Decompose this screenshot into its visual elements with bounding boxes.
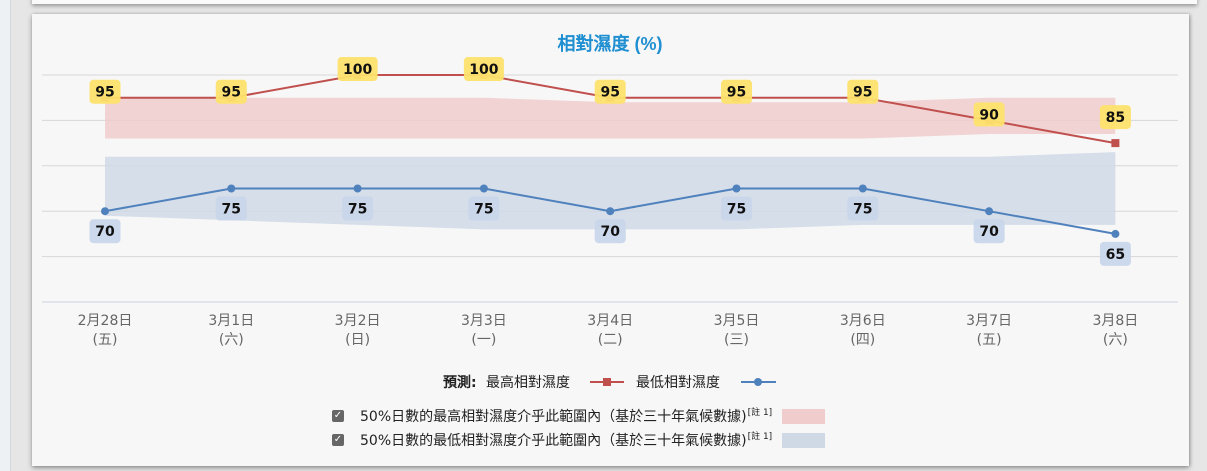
legend-band-min-row[interactable]: ✓ 50%日數的最低相對濕度介乎此範圍內（基於三十年氣候數據) [註 1] [332,430,826,450]
data-labels: 95 95 100 100 95 95 95 90 85 70 75 75 75 70 75 75 70 65 [89,57,1131,266]
data-label-max-7: 90 [979,107,999,123]
data-label-min-3: 75 [474,202,493,218]
x-tick-weekday-4: (二) [598,332,623,348]
point-min-4 [606,207,615,216]
x-tick-weekday-1: (六) [219,332,244,348]
data-label-max-3: 100 [469,62,498,78]
x-tick-weekday-5: (三) [724,332,749,348]
data-label-min-2: 75 [348,202,367,218]
checkbox-band-min[interactable]: ✓ [332,434,344,446]
x-tick-weekday-7: (五) [977,332,1002,348]
x-axis: 2月28日 (五) 3月1日 (六) 3月2日 (日) 3月3日 (一) 3月4日 (二) 3月5日… [78,313,1139,348]
data-label-bg-min-0 [89,219,121,244]
data-label-bg-max-1 [215,79,247,104]
point-max-8 [1111,139,1120,148]
note-link-2[interactable]: [註 1] [747,431,773,442]
data-label-bg-min-2 [342,196,374,221]
note-link-1[interactable]: [註 1] [747,407,773,418]
x-tick-date-3: 3月3日 [461,313,507,329]
legend-forecast-label: 預測: [443,374,477,391]
x-tick-date-5: 3月5日 [714,313,760,329]
point-min-6 [858,184,867,193]
climate-band-max [105,97,1116,139]
point-min-0 [101,207,109,216]
x-tick-weekday-8: (六) [1103,332,1128,348]
data-label-min-5: 75 [727,202,746,218]
point-min-5 [732,184,741,193]
data-label-min-8: 65 [1106,247,1125,263]
data-label-bg-min-7 [973,219,1005,244]
x-tick-weekday-6: (四) [850,332,875,348]
x-tick-date-4: 3月4日 [587,313,633,329]
data-label-max-8: 85 [1106,110,1125,126]
data-label-bg-max-0 [89,79,121,104]
data-label-bg-max-5 [721,79,752,104]
x-tick-date-2: 3月2日 [335,313,381,329]
point-min-1 [227,184,236,193]
legend-band-max-swatch [782,408,826,424]
chart-title: 相對濕度 (%) [558,33,663,54]
data-label-max-1: 95 [222,85,241,101]
legend-min-marker[interactable] [741,378,776,386]
x-tick-date-6: 3月6日 [840,313,886,329]
x-tick-date-0: 2月28日 [78,313,133,329]
legend-band-min-swatch [782,432,826,448]
x-tick-weekday-2: (日) [345,332,370,348]
data-label-max-6: 95 [853,85,872,101]
data-label-bg-min-8 [1099,241,1131,266]
data-label-bg-min-3 [468,196,500,221]
checkbox-band-max[interactable]: ✓ [332,410,344,422]
climate-band-min [105,152,1116,230]
data-label-bg-min-6 [847,196,879,221]
legend-band-max-text: 50%日數的最高相對濕度介乎此範圍內（基於三十年氣候數據) [360,409,747,425]
data-label-bg-min-1 [215,196,247,221]
data-label-bg-min-5 [721,196,752,221]
point-min-8 [1111,229,1120,238]
data-label-max-2: 100 [343,62,372,78]
x-tick-date-1: 3月1日 [208,313,254,329]
data-label-bg-max-3 [463,57,504,81]
data-label-max-5: 95 [727,85,746,101]
previous-panel-edge [32,0,1197,4]
data-label-min-1: 75 [222,202,241,218]
x-tick-weekday-3: (一) [471,332,496,348]
data-label-bg-min-4 [594,219,626,244]
legend-band-max-row[interactable]: ✓ 50%日數的最高相對濕度介乎此範圍內（基於三十年氣候數據) [註 1] [332,406,826,426]
data-label-bg-max-2 [337,57,378,81]
data-label-min-6: 75 [853,202,872,218]
humidity-chart-card: 相對濕度 (%) 95 95 100 100 95 95 95 90 85 70 75 75 75 70 7… [32,14,1189,466]
data-label-min-7: 70 [979,224,999,240]
data-label-bg-max-8 [1099,105,1131,130]
data-label-max-4: 95 [600,85,619,101]
point-min-3 [479,184,488,193]
humidity-chart: 相對濕度 (%) 95 95 100 100 95 95 95 90 85 70 75 75 75 70 7… [42,33,1178,391]
legend-min-label[interactable]: 最低相對濕度 [636,375,720,391]
data-label-bg-max-4 [594,79,626,104]
legend-max-label[interactable]: 最高相對濕度 [486,374,570,391]
x-tick-weekday-0: (五) [93,332,118,348]
point-min-7 [985,207,994,216]
x-tick-date-8: 3月8日 [1092,313,1138,329]
page-left-strip [0,0,11,471]
x-tick-date-7: 3月7日 [966,313,1012,329]
data-label-max-0: 95 [95,85,114,101]
point-min-2 [353,184,362,193]
data-label-bg-max-7 [973,102,1005,127]
data-label-min-0: 70 [95,224,115,240]
legend-max-marker[interactable] [590,378,624,386]
data-label-bg-max-6 [847,79,879,104]
legend-band-min-text: 50%日數的最低相對濕度介乎此範圍內（基於三十年氣候數據) [360,433,747,449]
data-label-min-4: 70 [600,224,620,240]
